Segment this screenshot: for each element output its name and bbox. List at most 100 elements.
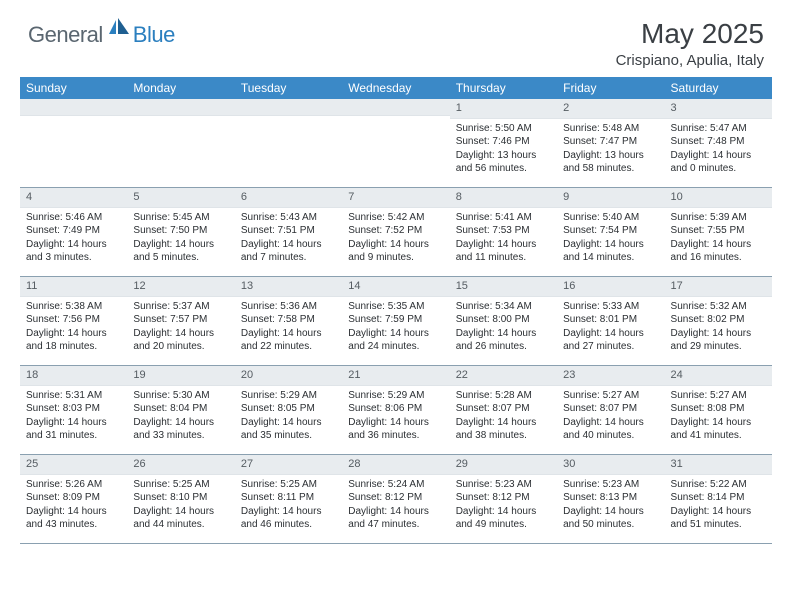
day-header-row: Sunday Monday Tuesday Wednesday Thursday… xyxy=(20,77,772,99)
sunset-text: Sunset: 8:06 PM xyxy=(348,402,443,416)
day-number: 2 xyxy=(557,99,664,119)
day-number: 9 xyxy=(557,188,664,208)
daylight-text: Daylight: 14 hours and 11 minutes. xyxy=(456,238,551,265)
day-header-tue: Tuesday xyxy=(235,77,342,99)
daylight-text: Daylight: 14 hours and 36 minutes. xyxy=(348,416,443,443)
sunset-text: Sunset: 8:10 PM xyxy=(133,491,228,505)
day-number: 7 xyxy=(342,188,449,208)
day-number: 11 xyxy=(20,277,127,297)
daylight-text: Daylight: 14 hours and 18 minutes. xyxy=(26,327,121,354)
sunset-text: Sunset: 8:01 PM xyxy=(563,313,658,327)
day-body: Sunrise: 5:45 AMSunset: 7:50 PMDaylight:… xyxy=(127,208,234,271)
sunset-text: Sunset: 7:55 PM xyxy=(671,224,766,238)
day-body: Sunrise: 5:39 AMSunset: 7:55 PMDaylight:… xyxy=(665,208,772,271)
day-body: Sunrise: 5:43 AMSunset: 7:51 PMDaylight:… xyxy=(235,208,342,271)
day-cell: 20Sunrise: 5:29 AMSunset: 8:05 PMDayligh… xyxy=(235,366,342,454)
day-number xyxy=(235,99,342,116)
daylight-text: Daylight: 13 hours and 58 minutes. xyxy=(563,149,658,176)
day-cell: 13Sunrise: 5:36 AMSunset: 7:58 PMDayligh… xyxy=(235,277,342,365)
sunset-text: Sunset: 8:07 PM xyxy=(563,402,658,416)
day-cell: 5Sunrise: 5:45 AMSunset: 7:50 PMDaylight… xyxy=(127,188,234,276)
day-cell: 29Sunrise: 5:23 AMSunset: 8:12 PMDayligh… xyxy=(450,455,557,543)
day-cell: 10Sunrise: 5:39 AMSunset: 7:55 PMDayligh… xyxy=(665,188,772,276)
brand-logo: General Blue xyxy=(28,18,175,51)
day-body: Sunrise: 5:34 AMSunset: 8:00 PMDaylight:… xyxy=(450,297,557,360)
sunset-text: Sunset: 8:12 PM xyxy=(456,491,551,505)
day-cell: 19Sunrise: 5:30 AMSunset: 8:04 PMDayligh… xyxy=(127,366,234,454)
sunset-text: Sunset: 7:48 PM xyxy=(671,135,766,149)
daylight-text: Daylight: 14 hours and 20 minutes. xyxy=(133,327,228,354)
day-body: Sunrise: 5:24 AMSunset: 8:12 PMDaylight:… xyxy=(342,475,449,538)
day-cell: 23Sunrise: 5:27 AMSunset: 8:07 PMDayligh… xyxy=(557,366,664,454)
daylight-text: Daylight: 14 hours and 31 minutes. xyxy=(26,416,121,443)
sunset-text: Sunset: 7:57 PM xyxy=(133,313,228,327)
day-body: Sunrise: 5:37 AMSunset: 7:57 PMDaylight:… xyxy=(127,297,234,360)
sunset-text: Sunset: 8:04 PM xyxy=(133,402,228,416)
day-body: Sunrise: 5:23 AMSunset: 8:12 PMDaylight:… xyxy=(450,475,557,538)
day-header-fri: Friday xyxy=(557,77,664,99)
day-cell xyxy=(235,99,342,187)
day-body: Sunrise: 5:42 AMSunset: 7:52 PMDaylight:… xyxy=(342,208,449,271)
sunset-text: Sunset: 7:52 PM xyxy=(348,224,443,238)
day-cell: 15Sunrise: 5:34 AMSunset: 8:00 PMDayligh… xyxy=(450,277,557,365)
day-number: 12 xyxy=(127,277,234,297)
daylight-text: Daylight: 14 hours and 16 minutes. xyxy=(671,238,766,265)
day-body: Sunrise: 5:36 AMSunset: 7:58 PMDaylight:… xyxy=(235,297,342,360)
day-number: 22 xyxy=(450,366,557,386)
day-cell: 4Sunrise: 5:46 AMSunset: 7:49 PMDaylight… xyxy=(20,188,127,276)
calendar: Sunday Monday Tuesday Wednesday Thursday… xyxy=(0,77,792,544)
day-number: 24 xyxy=(665,366,772,386)
sunrise-text: Sunrise: 5:40 AM xyxy=(563,211,658,225)
day-body: Sunrise: 5:31 AMSunset: 8:03 PMDaylight:… xyxy=(20,386,127,449)
day-number: 14 xyxy=(342,277,449,297)
day-body: Sunrise: 5:41 AMSunset: 7:53 PMDaylight:… xyxy=(450,208,557,271)
day-body: Sunrise: 5:23 AMSunset: 8:13 PMDaylight:… xyxy=(557,475,664,538)
day-number: 30 xyxy=(557,455,664,475)
day-body: Sunrise: 5:47 AMSunset: 7:48 PMDaylight:… xyxy=(665,119,772,182)
day-number: 6 xyxy=(235,188,342,208)
day-number: 19 xyxy=(127,366,234,386)
day-body: Sunrise: 5:22 AMSunset: 8:14 PMDaylight:… xyxy=(665,475,772,538)
day-number: 16 xyxy=(557,277,664,297)
sunset-text: Sunset: 8:02 PM xyxy=(671,313,766,327)
sunrise-text: Sunrise: 5:46 AM xyxy=(26,211,121,225)
sunrise-text: Sunrise: 5:28 AM xyxy=(456,389,551,403)
sunrise-text: Sunrise: 5:23 AM xyxy=(563,478,658,492)
sunrise-text: Sunrise: 5:24 AM xyxy=(348,478,443,492)
day-cell xyxy=(342,99,449,187)
day-body: Sunrise: 5:38 AMSunset: 7:56 PMDaylight:… xyxy=(20,297,127,360)
sunrise-text: Sunrise: 5:27 AM xyxy=(671,389,766,403)
daylight-text: Daylight: 14 hours and 5 minutes. xyxy=(133,238,228,265)
day-number: 26 xyxy=(127,455,234,475)
day-cell: 26Sunrise: 5:25 AMSunset: 8:10 PMDayligh… xyxy=(127,455,234,543)
day-body: Sunrise: 5:50 AMSunset: 7:46 PMDaylight:… xyxy=(450,119,557,182)
sunset-text: Sunset: 8:03 PM xyxy=(26,402,121,416)
day-cell: 12Sunrise: 5:37 AMSunset: 7:57 PMDayligh… xyxy=(127,277,234,365)
sunset-text: Sunset: 8:00 PM xyxy=(456,313,551,327)
day-number: 18 xyxy=(20,366,127,386)
day-number xyxy=(342,99,449,116)
day-number: 17 xyxy=(665,277,772,297)
week-row: 4 Sunrise: 5:46 AMSunset: 7:49 PM Daylight… xyxy=(20,188,772,277)
day-cell: 9Sunrise: 5:40 AMSunset: 7:54 PMDaylight… xyxy=(557,188,664,276)
sunrise-text: Sunrise: 5:42 AM xyxy=(348,211,443,225)
day-body xyxy=(127,116,234,125)
day-cell: 22Sunrise: 5:28 AMSunset: 8:07 PMDayligh… xyxy=(450,366,557,454)
day-cell: 1Sunrise: 5:50 AMSunset: 7:46 PMDaylight… xyxy=(450,99,557,187)
day-header-sat: Saturday xyxy=(665,77,772,99)
sunrise-text: Sunrise: 5:30 AM xyxy=(133,389,228,403)
day-cell: 18Sunrise: 5:31 AMSunset: 8:03 PMDayligh… xyxy=(20,366,127,454)
sunrise-text: Sunrise: 5:29 AM xyxy=(241,389,336,403)
day-body: Sunrise: 5:30 AMSunset: 8:04 PMDaylight:… xyxy=(127,386,234,449)
day-number: 28 xyxy=(342,455,449,475)
sunset-text: Sunset: 7:49 PM xyxy=(26,224,121,238)
sunset-text: Sunset: 8:07 PM xyxy=(456,402,551,416)
daylight-text: Daylight: 14 hours and 24 minutes. xyxy=(348,327,443,354)
day-header-thu: Thursday xyxy=(450,77,557,99)
sunrise-text: Sunrise: 5:25 AM xyxy=(133,478,228,492)
daylight-text: Daylight: 14 hours and 51 minutes. xyxy=(671,505,766,532)
day-number: 4 xyxy=(20,188,127,208)
day-body: Sunrise: 5:27 AMSunset: 8:07 PMDaylight:… xyxy=(557,386,664,449)
daylight-text: Daylight: 14 hours and 43 minutes. xyxy=(26,505,121,532)
sunrise-text: Sunrise: 5:36 AM xyxy=(241,300,336,314)
